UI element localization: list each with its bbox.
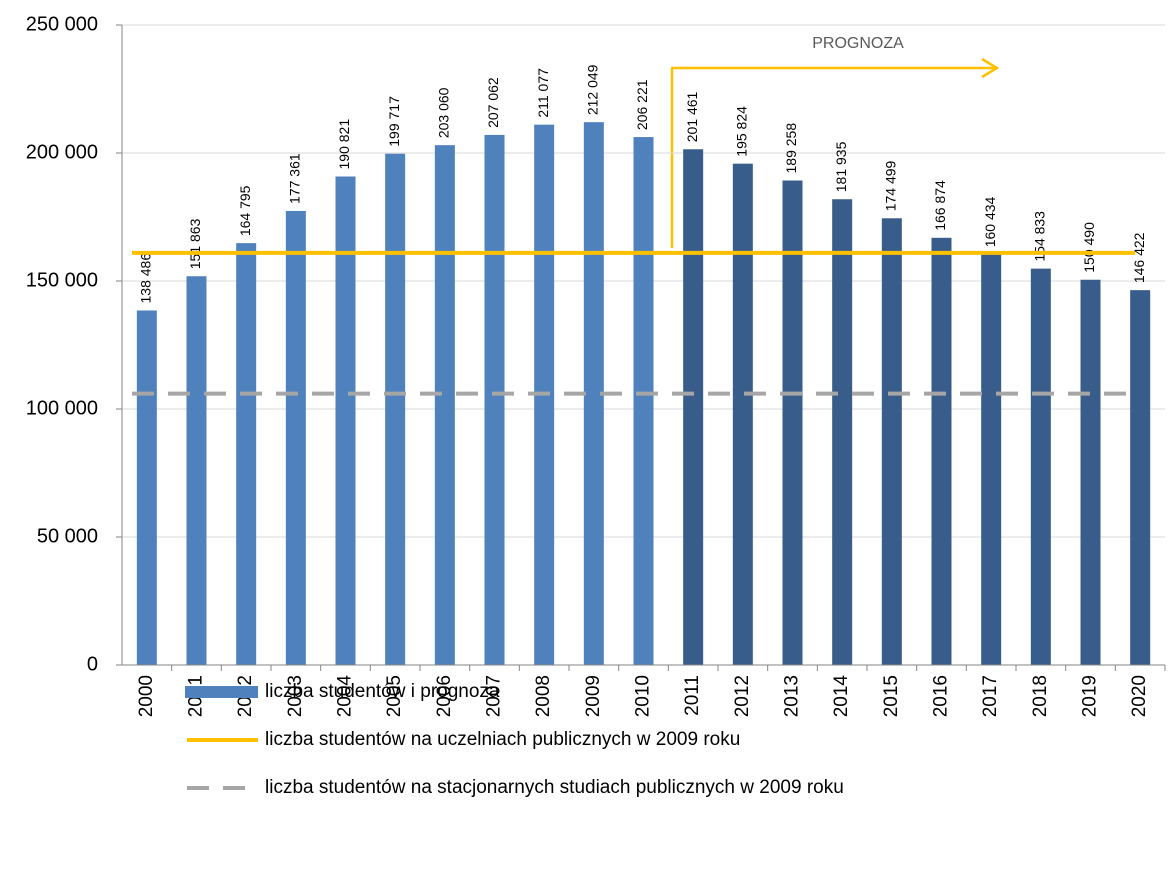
y-tick-label: 250 000: [26, 13, 98, 35]
data-label: 211 077: [535, 68, 551, 118]
data-label: 201 461: [684, 91, 700, 142]
data-label: 146 422: [1131, 232, 1147, 283]
bar: [683, 149, 704, 666]
data-label: 206 221: [634, 79, 650, 130]
bar: [732, 163, 753, 666]
data-label: 207 062: [485, 77, 501, 128]
x-tick-label: 2004: [335, 675, 356, 718]
x-tick-label: 2020: [1129, 675, 1150, 717]
x-tick-label: 2003: [285, 675, 306, 717]
bar: [832, 199, 853, 665]
annotation: PROGNOZA: [812, 35, 904, 52]
data-label: 160 434: [982, 196, 998, 247]
data-label: 154 833: [1032, 211, 1048, 262]
data-label: 181 935: [833, 141, 849, 192]
bar: [484, 134, 505, 666]
data-label: 138 486: [138, 253, 154, 304]
data-label: 199 717: [386, 96, 402, 147]
data-label: 164 795: [237, 185, 253, 236]
x-tick-label: 2006: [434, 675, 455, 717]
x-tick-label: 2010: [633, 675, 654, 717]
arrow-head: [981, 57, 1000, 79]
bar: [136, 310, 157, 665]
x-tick-label: 2013: [782, 675, 803, 717]
bar: [285, 210, 306, 665]
bar: [236, 243, 257, 665]
data-label: 190 821: [336, 119, 352, 170]
x-tick-label: 2014: [831, 675, 852, 718]
data-label: 174 499: [883, 160, 899, 211]
data-label: 166 874: [932, 180, 948, 231]
x-tick-label: 2008: [533, 675, 554, 717]
bar: [782, 180, 803, 666]
bar: [335, 176, 356, 666]
y-tick-label: 50 000: [37, 525, 98, 547]
bar: [583, 122, 604, 666]
data-label: 212 049: [585, 64, 601, 115]
legend-swatch: [185, 686, 258, 698]
y-tick-label: 0: [87, 653, 98, 675]
x-tick-label: 2015: [881, 675, 902, 717]
bar: [434, 145, 455, 666]
data-label: 203 060: [436, 87, 452, 138]
bar: [1030, 268, 1051, 665]
data-label: 195 824: [734, 106, 750, 157]
x-tick-label: 2007: [484, 675, 505, 717]
x-tick-label: 2017: [980, 675, 1001, 717]
bar: [1080, 279, 1101, 665]
x-tick-label: 2009: [583, 675, 604, 717]
data-label: 177 361: [287, 153, 303, 204]
bar: [633, 137, 654, 666]
bar: [881, 218, 902, 665]
y-tick-label: 200 000: [26, 141, 98, 163]
legend-label: liczba studentów na uczelniach publiczny…: [265, 729, 740, 750]
x-tick-label: 2018: [1030, 675, 1051, 717]
y-tick-label: 100 000: [26, 397, 98, 419]
bar: [385, 153, 406, 665]
bar: [981, 254, 1002, 666]
x-tick-label: 2005: [384, 675, 405, 717]
x-tick-label: 2011: [682, 675, 703, 716]
data-label: 189 258: [783, 123, 799, 174]
x-tick-label: 2000: [136, 675, 157, 717]
legend-label: liczba studentów i prognoza: [265, 681, 500, 702]
x-tick-label: 2019: [1080, 675, 1101, 717]
bar: [931, 237, 952, 666]
data-label: 151 863: [187, 218, 203, 269]
bar: [186, 276, 207, 665]
bar: [1130, 290, 1151, 665]
y-tick-label: 150 000: [26, 269, 98, 291]
x-tick-label: 2012: [732, 675, 753, 717]
x-tick-label: 2016: [931, 675, 952, 717]
data-label: 150 490: [1081, 222, 1097, 273]
legend-label: liczba studentów na stacjonarnych studia…: [265, 777, 844, 798]
